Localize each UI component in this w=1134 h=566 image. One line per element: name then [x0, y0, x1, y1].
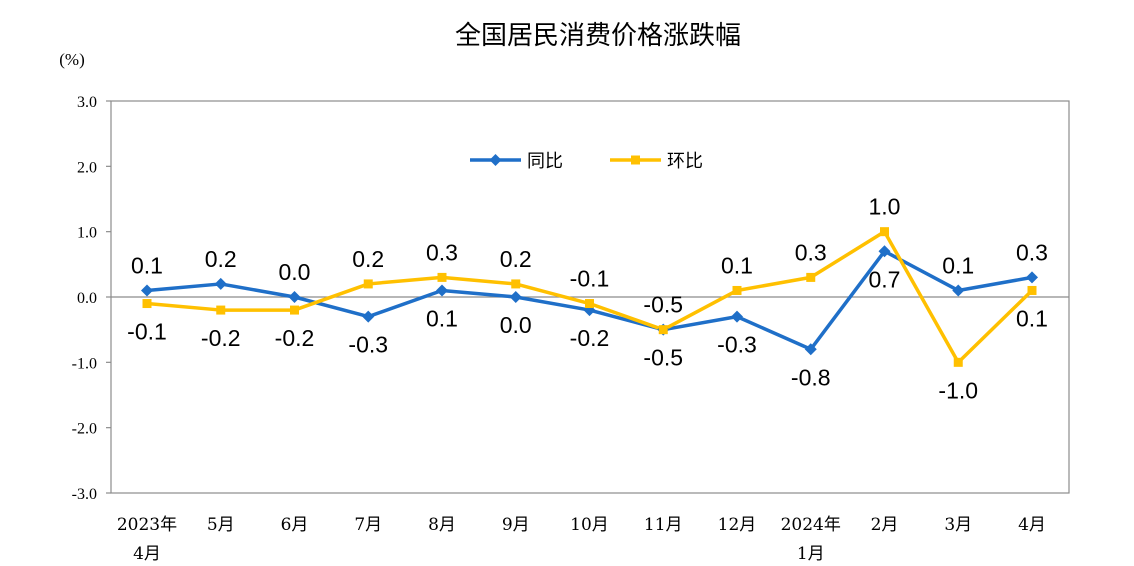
data-label-mom: -0.5 — [643, 292, 683, 318]
marker-yoy — [141, 284, 153, 297]
x-tick-label-line: 4月 — [1018, 515, 1046, 535]
chart-title: 全国居民消费价格涨跌幅 — [455, 21, 741, 51]
x-tick-label-line: 12月 — [718, 515, 757, 535]
data-label-yoy: 0.1 — [942, 252, 974, 278]
x-tick-label-line: 7月 — [354, 515, 382, 535]
x-tick-label-line: 1月 — [797, 544, 825, 564]
marker-yoy — [214, 277, 227, 290]
data-label-yoy: 0.7 — [869, 266, 901, 292]
y-tick-label: -1.0 — [72, 355, 97, 372]
data-label-yoy: -0.2 — [570, 325, 610, 351]
marker-mom — [511, 279, 521, 289]
data-label-yoy: 0.3 — [1016, 239, 1048, 265]
marker-yoy — [288, 291, 301, 303]
x-tick-label-line: 2024年 — [781, 515, 841, 535]
x-tick-label: 5月 — [207, 515, 235, 535]
x-tick-label: 12月 — [718, 515, 757, 535]
x-tick-label-line: 3月 — [944, 515, 972, 535]
marker-mom — [806, 272, 816, 282]
marker-mom — [437, 272, 447, 282]
y-axis-unit: (%) — [59, 50, 84, 69]
x-tick-label-line: 11月 — [644, 515, 683, 535]
x-tick-label: 6月 — [281, 515, 309, 535]
data-label-mom: 1.0 — [869, 194, 901, 220]
data-label-yoy: -0.3 — [717, 332, 757, 358]
data-label-mom: -0.2 — [201, 325, 241, 351]
marker-yoy — [362, 310, 375, 323]
marker-mom — [658, 325, 668, 335]
data-label-yoy: 0.2 — [205, 246, 237, 272]
marker-mom — [216, 305, 226, 315]
marker-mom — [1027, 285, 1037, 295]
marker-yoy — [1026, 271, 1038, 284]
data-label-yoy: 0.0 — [500, 312, 532, 338]
marker-yoy — [952, 284, 965, 297]
x-tick-label: 9月 — [502, 515, 530, 535]
data-label-mom: 0.3 — [426, 239, 458, 265]
y-tick-label: 1.0 — [77, 225, 97, 242]
x-tick-label-line: 6月 — [281, 515, 309, 535]
data-label-mom: -0.1 — [127, 319, 167, 345]
marker-yoy — [731, 310, 743, 323]
data-label-mom: 0.2 — [500, 246, 532, 272]
x-tick-label: 2月 — [871, 515, 899, 535]
x-tick-label: 3月 — [944, 515, 972, 535]
x-tick-label-line: 8月 — [428, 515, 456, 535]
x-tick-label-line: 4月 — [133, 544, 161, 564]
x-tick-label: 4月 — [1018, 515, 1046, 535]
data-label-yoy: -0.8 — [791, 364, 831, 390]
x-tick-label-line: 9月 — [502, 515, 530, 535]
data-label-yoy: 0.1 — [131, 252, 163, 278]
marker-mom — [142, 299, 152, 309]
data-label-mom: 0.1 — [721, 252, 753, 278]
x-tick-label: 2023年 4月 — [117, 515, 177, 564]
data-label-mom: 0.2 — [352, 246, 384, 272]
y-tick-label: 2.0 — [77, 159, 97, 176]
marker-mom — [585, 299, 594, 309]
marker-yoy — [436, 284, 448, 297]
y-tick-label: -2.0 — [72, 421, 97, 438]
x-tick-label: 10月 — [570, 515, 609, 535]
x-tick-label-line: 2月 — [871, 515, 899, 535]
marker-mom — [290, 305, 299, 315]
data-label-mom: 0.3 — [795, 239, 827, 265]
data-label-mom: -0.1 — [570, 266, 610, 292]
data-label-mom: 0.1 — [1016, 305, 1048, 331]
y-tick-label: 0.0 — [77, 290, 97, 307]
y-tick-label: 3.0 — [77, 94, 97, 111]
x-tick-label: 2024年 1月 — [781, 515, 841, 564]
x-tick-label: 8月 — [428, 515, 456, 535]
x-tick-label-line: 2023年 — [117, 515, 177, 535]
data-label-yoy: 0.1 — [426, 305, 458, 331]
marker-yoy — [878, 245, 891, 258]
data-label-yoy: 0.0 — [279, 259, 311, 285]
data-label-yoy: -0.3 — [348, 332, 388, 358]
x-tick-label-line: 10月 — [570, 515, 609, 535]
marker-mom — [880, 227, 889, 237]
marker-yoy — [804, 343, 817, 356]
legend-marker — [489, 154, 502, 166]
marker-mom — [363, 279, 373, 289]
marker-mom — [732, 285, 742, 295]
legend-label: 环比 — [667, 151, 703, 172]
marker-yoy — [509, 291, 522, 303]
x-tick-label-line: 5月 — [207, 515, 235, 535]
marker-mom — [953, 357, 963, 367]
legend: 同比 环比 — [470, 151, 703, 172]
x-tick-label: 7月 — [354, 515, 382, 535]
data-label-yoy: -0.5 — [643, 345, 683, 371]
legend-label: 同比 — [527, 151, 563, 172]
y-tick-label: -3.0 — [72, 486, 97, 503]
data-label-mom: -0.2 — [275, 325, 315, 351]
legend-marker — [631, 155, 640, 165]
data-label-mom: -1.0 — [938, 377, 978, 403]
x-tick-label: 11月 — [644, 515, 683, 535]
